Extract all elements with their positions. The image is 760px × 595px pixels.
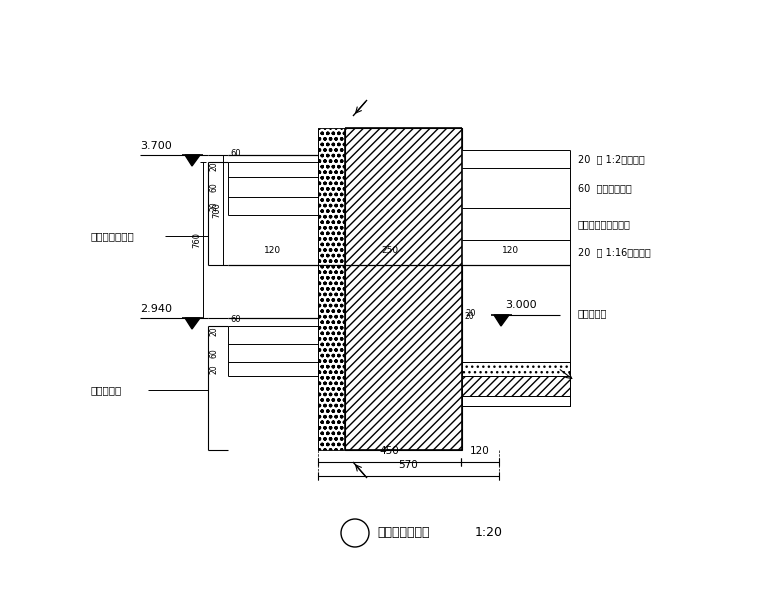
Text: 20: 20 — [210, 201, 219, 211]
Text: 刷白色涂料: 刷白色涂料 — [90, 385, 122, 395]
Text: 20  厚 1:2水泥砂浆: 20 厚 1:2水泥砂浆 — [578, 154, 644, 164]
Text: 120: 120 — [264, 246, 281, 255]
Polygon shape — [185, 318, 200, 329]
Text: 20: 20 — [210, 161, 219, 171]
Polygon shape — [185, 155, 200, 166]
Text: 60: 60 — [210, 348, 219, 358]
Text: 120: 120 — [502, 246, 520, 255]
Text: 570: 570 — [399, 460, 418, 470]
Text: 乳白色外墙面砖: 乳白色外墙面砖 — [90, 231, 134, 241]
Text: 60: 60 — [230, 315, 241, 324]
Text: 60: 60 — [210, 182, 219, 192]
Text: 3.700: 3.700 — [140, 141, 172, 151]
Polygon shape — [494, 315, 509, 326]
Text: 450: 450 — [380, 446, 399, 456]
Text: 20: 20 — [464, 312, 473, 321]
Text: 1:20: 1:20 — [475, 527, 503, 540]
Text: 20  厚 1:16混合砂浆: 20 厚 1:16混合砂浆 — [578, 248, 651, 258]
Text: 2.940: 2.940 — [140, 304, 172, 314]
Bar — [462, 150, 570, 265]
Bar — [462, 396, 570, 406]
Text: 120: 120 — [470, 446, 490, 456]
Text: 760: 760 — [192, 232, 201, 248]
Text: 60: 60 — [230, 149, 241, 158]
Bar — [462, 376, 570, 396]
Bar — [345, 128, 462, 450]
Bar — [462, 362, 570, 376]
Text: 山墙一层顶线角: 山墙一层顶线角 — [377, 527, 429, 540]
Text: 60  厚护坡混凝土: 60 厚护坡混凝土 — [578, 183, 632, 193]
Text: 20: 20 — [465, 309, 476, 318]
Text: 20: 20 — [210, 364, 219, 374]
Text: 现浇钢筋混凝土楼板: 现浇钢筋混凝土楼板 — [578, 219, 631, 229]
Text: 刷白色涂料: 刷白色涂料 — [578, 308, 607, 318]
Text: 250: 250 — [382, 246, 398, 255]
Text: 20: 20 — [210, 326, 219, 336]
Text: 3.000: 3.000 — [505, 300, 537, 310]
Text: 700: 700 — [212, 202, 221, 218]
Bar — [318, 128, 345, 450]
